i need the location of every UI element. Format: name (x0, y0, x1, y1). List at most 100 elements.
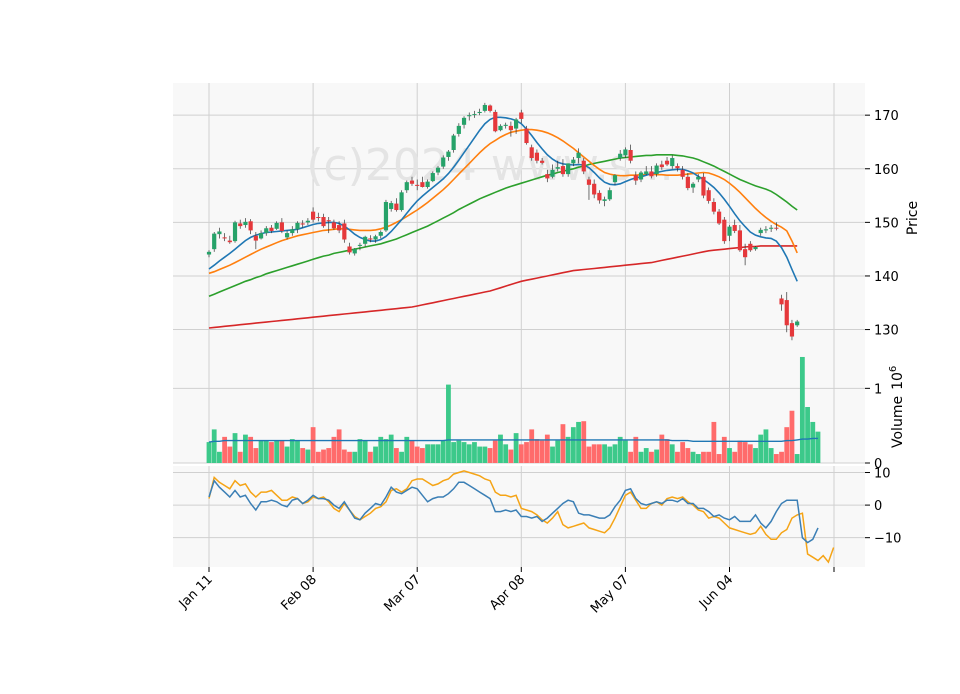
candle-body (415, 184, 420, 186)
volume-bar (560, 424, 566, 463)
candle-body (706, 190, 711, 201)
volume-bar (336, 429, 342, 463)
candle-body (784, 300, 789, 326)
volume-bar (420, 448, 425, 463)
candle-body (305, 220, 310, 223)
candle-body (581, 160, 586, 172)
candle-body (633, 175, 638, 181)
volume-bar (721, 436, 727, 463)
candle-body (212, 233, 217, 250)
candle-body (508, 125, 513, 131)
volume-bar (326, 448, 332, 463)
volume-bar (269, 442, 274, 463)
volume-bar (472, 442, 477, 463)
x-tick-label: Jun 04 (696, 572, 736, 612)
price-tick-label: 130 (874, 324, 899, 339)
chart-marks (206, 102, 835, 564)
price-axis-label: Price (905, 201, 921, 235)
candle-body (269, 227, 274, 231)
volume-bar (430, 444, 436, 463)
volume-bar (623, 440, 628, 463)
candle-body (649, 171, 654, 177)
candle-body (368, 238, 373, 240)
price-tick-label: 170 (874, 109, 899, 124)
volume-bar (565, 436, 571, 463)
candle-body (597, 192, 602, 201)
volume-bar (633, 436, 639, 463)
candle-body (352, 249, 357, 254)
volume-bar (263, 440, 269, 463)
price-tick-label: 140 (874, 270, 899, 285)
candle-body (722, 219, 727, 242)
candle-body (586, 179, 592, 185)
volume-bar (248, 436, 254, 463)
volume-bar (456, 440, 462, 463)
volume-bar (763, 429, 769, 463)
volume-bar (383, 439, 389, 463)
candle-body (446, 151, 451, 157)
volume-bar (347, 451, 352, 463)
volume-tick-label: 1 (874, 382, 882, 397)
volume-bar (284, 446, 290, 463)
volume-bar (596, 444, 602, 463)
x-tick-label: Jan 11 (176, 572, 216, 612)
candle-body (409, 180, 415, 184)
candle-body (696, 176, 701, 180)
candle-body (758, 229, 763, 234)
candle-body (644, 171, 649, 175)
candle-body (389, 203, 394, 209)
candle-body (243, 221, 248, 226)
volume-bar (550, 446, 555, 463)
candle-body (664, 160, 670, 165)
candle-body (222, 237, 227, 239)
volume-bar (685, 448, 691, 463)
volume-bar (451, 442, 457, 463)
volume-bar (440, 440, 446, 463)
oscillator-panel-bg (173, 466, 865, 567)
volume-bar (300, 448, 306, 463)
volume-bar (680, 442, 686, 463)
volume-bar (591, 444, 597, 463)
candle-body (675, 166, 680, 169)
oscillator-tick-label: −10 (874, 532, 901, 547)
candle-body (659, 164, 664, 168)
volume-bar (414, 446, 420, 463)
volume-bar (784, 427, 790, 463)
volume-bar (711, 421, 717, 463)
volume-bar (602, 444, 607, 463)
candle-body (467, 115, 472, 117)
volume-bar (810, 421, 816, 463)
candle-body (274, 222, 279, 229)
candle-body (524, 128, 529, 144)
candle-body (357, 244, 363, 246)
volume-bar (643, 448, 649, 463)
candle-body (711, 201, 716, 212)
volume-bar (508, 449, 514, 463)
volume-axis-label-text: Volume (890, 396, 906, 448)
volume-bar (664, 439, 670, 463)
volume-bar (779, 451, 784, 463)
candle-body (545, 174, 550, 179)
volume-bar (732, 451, 738, 463)
volume-bar (435, 444, 441, 463)
candle-body (461, 117, 467, 125)
volume-bar (477, 446, 483, 463)
candle-body (727, 226, 732, 236)
candle-body (534, 152, 540, 161)
candle-body (477, 111, 482, 114)
volume-bar (617, 436, 623, 463)
volume-bar (649, 451, 654, 463)
candle-body (503, 124, 508, 126)
candle-body (399, 192, 404, 211)
candle-body (628, 150, 633, 161)
volume-tick-label: 0 (874, 457, 882, 472)
candle-body (769, 227, 774, 229)
candle-body (550, 169, 555, 177)
price-panel-bg (173, 83, 865, 351)
candle-body (716, 211, 722, 224)
volume-bar (695, 454, 701, 463)
volume-bar (461, 442, 467, 463)
candle-body (498, 125, 503, 131)
volume-axis-label: Volume 106 (888, 366, 906, 448)
volume-bar (503, 444, 509, 463)
